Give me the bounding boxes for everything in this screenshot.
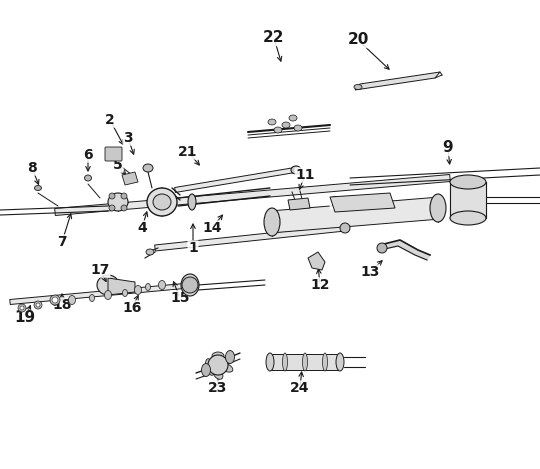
Ellipse shape <box>212 352 224 360</box>
Ellipse shape <box>450 211 486 225</box>
Circle shape <box>208 355 228 375</box>
Ellipse shape <box>282 122 290 128</box>
Polygon shape <box>380 240 430 260</box>
Circle shape <box>50 295 60 305</box>
Ellipse shape <box>274 127 282 133</box>
Ellipse shape <box>226 350 234 363</box>
Text: 18: 18 <box>52 298 72 312</box>
Text: 5: 5 <box>113 158 123 172</box>
Circle shape <box>109 193 115 199</box>
Ellipse shape <box>105 290 111 300</box>
Ellipse shape <box>430 194 446 222</box>
Polygon shape <box>269 197 441 233</box>
Text: 4: 4 <box>137 221 147 235</box>
Polygon shape <box>330 193 395 212</box>
Text: 22: 22 <box>264 30 285 45</box>
Circle shape <box>34 301 42 309</box>
Text: 15: 15 <box>170 291 190 305</box>
Ellipse shape <box>147 188 177 216</box>
Circle shape <box>109 205 115 211</box>
Ellipse shape <box>153 194 171 210</box>
Ellipse shape <box>282 353 287 371</box>
Circle shape <box>340 223 350 233</box>
Text: 9: 9 <box>443 141 453 156</box>
Text: 19: 19 <box>15 310 36 325</box>
Ellipse shape <box>294 125 302 131</box>
Ellipse shape <box>134 286 141 295</box>
Ellipse shape <box>268 119 276 125</box>
Text: 23: 23 <box>208 381 228 395</box>
Ellipse shape <box>97 275 119 295</box>
Ellipse shape <box>289 115 297 121</box>
Ellipse shape <box>84 175 91 181</box>
Text: 24: 24 <box>291 381 310 395</box>
Text: 20: 20 <box>347 32 369 47</box>
Circle shape <box>52 297 58 303</box>
Circle shape <box>121 193 127 199</box>
Ellipse shape <box>213 369 223 379</box>
Circle shape <box>377 243 387 253</box>
Ellipse shape <box>145 283 151 290</box>
Polygon shape <box>270 354 340 370</box>
Ellipse shape <box>90 295 94 302</box>
Polygon shape <box>10 282 195 304</box>
Ellipse shape <box>146 249 154 255</box>
FancyBboxPatch shape <box>105 147 122 161</box>
Ellipse shape <box>108 193 128 211</box>
Text: 12: 12 <box>310 278 330 292</box>
Polygon shape <box>122 172 138 185</box>
Text: 21: 21 <box>178 145 198 159</box>
Circle shape <box>20 306 24 310</box>
Ellipse shape <box>201 363 211 377</box>
Ellipse shape <box>291 166 301 174</box>
Polygon shape <box>450 182 486 218</box>
Ellipse shape <box>322 353 327 371</box>
Polygon shape <box>55 174 450 215</box>
Ellipse shape <box>69 295 76 304</box>
Polygon shape <box>108 278 135 295</box>
Text: 17: 17 <box>90 263 110 277</box>
Text: 11: 11 <box>295 168 315 182</box>
Circle shape <box>18 304 26 312</box>
Ellipse shape <box>123 289 127 296</box>
Ellipse shape <box>264 208 280 236</box>
Ellipse shape <box>206 359 214 375</box>
Polygon shape <box>288 198 310 210</box>
Text: 1: 1 <box>188 241 198 255</box>
Ellipse shape <box>188 194 196 210</box>
Circle shape <box>182 277 198 293</box>
Text: 13: 13 <box>360 265 380 279</box>
Ellipse shape <box>302 353 307 371</box>
Ellipse shape <box>266 353 274 371</box>
Ellipse shape <box>450 175 486 189</box>
Text: 3: 3 <box>123 131 133 145</box>
Circle shape <box>121 205 127 211</box>
Ellipse shape <box>52 298 57 305</box>
Ellipse shape <box>35 186 42 190</box>
Text: 8: 8 <box>27 161 37 175</box>
Polygon shape <box>154 225 345 251</box>
Circle shape <box>36 303 40 307</box>
Ellipse shape <box>181 274 199 296</box>
Ellipse shape <box>217 362 233 372</box>
Ellipse shape <box>159 280 165 289</box>
Text: 16: 16 <box>123 301 141 315</box>
Polygon shape <box>308 252 325 270</box>
Text: 6: 6 <box>83 148 93 162</box>
Text: 14: 14 <box>202 221 222 235</box>
Ellipse shape <box>354 84 362 90</box>
Text: 2: 2 <box>105 113 115 127</box>
Polygon shape <box>355 72 440 90</box>
Text: 7: 7 <box>57 235 67 249</box>
Text: 10: 10 <box>330 195 350 209</box>
Ellipse shape <box>143 164 153 172</box>
Ellipse shape <box>336 353 344 371</box>
Polygon shape <box>174 167 295 192</box>
